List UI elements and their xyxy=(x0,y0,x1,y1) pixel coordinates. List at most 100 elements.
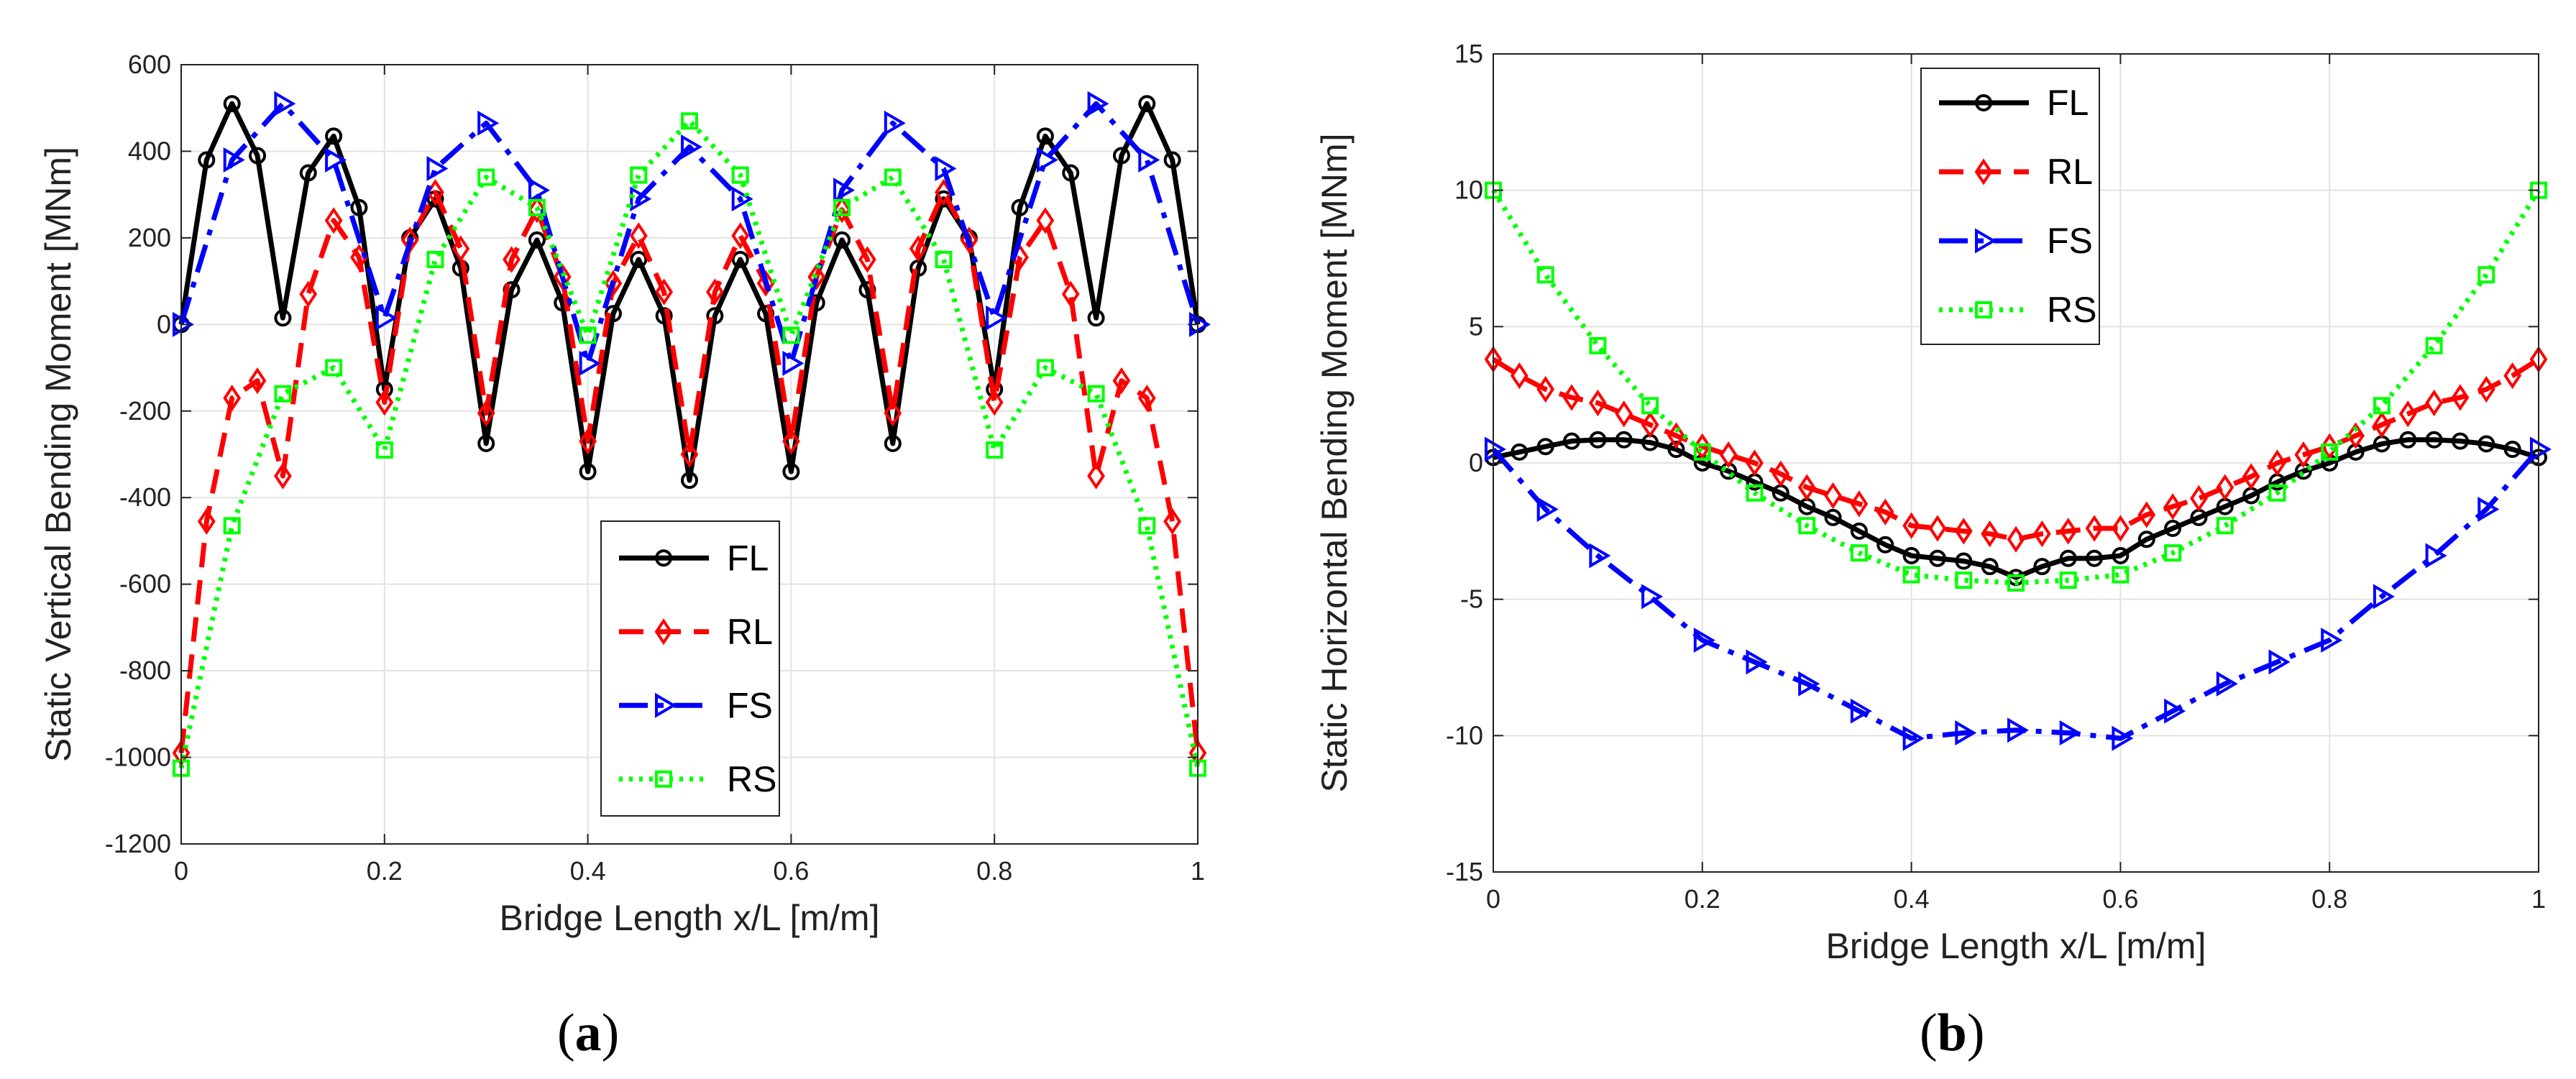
chart-a-point-rs xyxy=(375,441,393,459)
chart-a-point-fs xyxy=(173,311,194,337)
chart-a-point-fs xyxy=(528,178,550,203)
chart-b-point-rs xyxy=(2216,517,2234,535)
chart-a-point-rl xyxy=(807,263,826,290)
chart-b-point-fl xyxy=(1981,558,1999,576)
chart-b-point-fl xyxy=(2425,431,2443,449)
chart-a-ytick-label: 400 xyxy=(128,136,171,165)
chart-a-point-rs xyxy=(528,198,546,216)
chart-b-point-fl xyxy=(2059,549,2077,567)
chart-b-point-fs xyxy=(1798,671,1820,697)
chart-a-series-fl xyxy=(173,95,1206,490)
chart-a-point-fs xyxy=(477,110,500,136)
chart-a-point-fl xyxy=(706,307,724,325)
chart-b-point-rs xyxy=(2007,574,2025,592)
chart-b-point-rs xyxy=(2059,571,2077,589)
chart-a-point-fl xyxy=(681,472,698,490)
chart-b-point-rl xyxy=(1510,362,1528,390)
chart-b-point-rl xyxy=(2294,441,2313,469)
chart-b-series-rl xyxy=(1484,346,2548,553)
chart-a-point-fs xyxy=(833,178,856,203)
chart-b-point-rs xyxy=(2478,266,2495,284)
chart-a-ytick-label: -1000 xyxy=(105,743,171,772)
chart-a-series-line-fl xyxy=(178,101,1201,483)
chart-a-point-rl xyxy=(655,278,674,306)
chart-b-legend-marker-fl xyxy=(1975,94,1992,111)
chart-a-xlabel: Bridge Length x/L [m/m] xyxy=(500,898,880,938)
chart-a: 0 0.2 0.4 0.6 0.8 1 -1200 -1000 -800 -600 -400 -200… xyxy=(38,50,1211,938)
chart-a-point-fl xyxy=(274,309,292,327)
chart-a-series-line-fs xyxy=(178,101,1201,367)
chart-b-point-fl xyxy=(1955,552,1973,570)
chart-a-point-fl xyxy=(1036,127,1054,145)
chart-a-point-rs xyxy=(426,251,444,268)
chart-b: 0 0.2 0.4 0.6 0.8 1 -15 -10 -5 0 5 10 15 Bridge Lengt… xyxy=(1314,39,2552,966)
chart-a-point-fs xyxy=(986,305,1008,331)
chart-b-point-rl xyxy=(1771,460,1790,487)
chart-a-point-rl xyxy=(985,389,1004,416)
chart-b-point-rl xyxy=(1719,441,1738,469)
chart-b-point-fl xyxy=(2112,546,2130,564)
chart-b-ytick-label: 10 xyxy=(1454,175,1483,205)
chart-a-ytick-label: 0 xyxy=(157,309,171,339)
chart-b-point-rs xyxy=(2425,336,2443,354)
chart-a-legend: FL RL FS RS xyxy=(600,520,780,817)
chart-b-point-fl xyxy=(1563,432,1581,450)
chart-b-series-fs xyxy=(1485,436,2552,751)
chart-a-point-fl xyxy=(477,434,495,452)
chart-b-xtick-label: 1 xyxy=(2531,884,2546,914)
chart-a-point-rl xyxy=(223,385,242,412)
chart-a-point-rl xyxy=(503,246,521,273)
chart-b-point-fl xyxy=(1536,438,1554,456)
chart-a-point-fs xyxy=(1036,147,1058,173)
chart-b-point-rl xyxy=(1902,512,1921,539)
chart-a-point-fl xyxy=(935,190,953,208)
chart-b-point-fl xyxy=(1850,522,1868,540)
chart-a-point-rs xyxy=(833,198,851,216)
chart-a-point-rs xyxy=(1036,359,1054,377)
chart-a-point-fl xyxy=(1138,95,1156,113)
chart-b-xtick-label: 0.2 xyxy=(1685,884,1720,914)
chart-a-point-fl xyxy=(1087,309,1105,327)
chart-b-point-fl xyxy=(1511,443,1528,461)
chart-b-point-rl xyxy=(1615,400,1633,428)
chart-b-point-fs xyxy=(2530,436,2552,462)
chart-b-point-rl xyxy=(1797,474,1816,501)
chart-a-point-fl xyxy=(1112,147,1130,165)
chart-b-point-fl xyxy=(2451,432,2469,450)
chart-b-point-rl xyxy=(2032,520,2051,548)
chart-a-point-fs xyxy=(935,156,957,182)
chart-a-point-fs xyxy=(426,156,449,182)
chart-b-point-rl xyxy=(2216,474,2234,501)
chart-a-point-fl xyxy=(223,95,241,113)
chart-b-ytick-label: -5 xyxy=(1460,584,1483,614)
chart-a-series-rs xyxy=(173,112,1206,777)
chart-a-axes-box xyxy=(180,64,1198,845)
chart-b-point-fs xyxy=(1536,497,1559,522)
chart-b-point-fs xyxy=(2268,649,2291,675)
chart-b-point-fs xyxy=(2321,628,2343,653)
chart-a-point-rs xyxy=(1138,517,1156,535)
chart-b-legend-label-rl: RL xyxy=(2047,152,2093,192)
chart-b-point-rs xyxy=(1850,544,1868,562)
chart-a-point-rl xyxy=(248,367,267,395)
chart-a-point-fs xyxy=(782,351,805,377)
chart-b-point-fs xyxy=(2059,720,2081,746)
chart-a-point-rl xyxy=(273,462,292,490)
chart-a-point-rl xyxy=(1087,462,1106,490)
chart-a-ytick-label: -600 xyxy=(119,569,171,599)
chart-a-series-rl xyxy=(172,179,1207,767)
chart-b-point-fs xyxy=(2112,725,2134,751)
chart-a-point-rs xyxy=(884,168,902,186)
chart-b-point-rl xyxy=(2111,515,2130,542)
chart-a-legend-label-fl: FL xyxy=(727,538,769,578)
chart-a-point-fl xyxy=(528,231,546,249)
chart-a-ylabel: Static Vertical Bending Moment [MNm] xyxy=(38,147,78,762)
chart-b-ytick-label: 0 xyxy=(1469,448,1483,477)
chart-b-point-rl xyxy=(1981,520,1999,548)
chart-b-point-rl xyxy=(2347,422,2365,449)
chart-a-point-rs xyxy=(630,166,648,184)
chart-a-point-fs xyxy=(223,147,245,173)
chart-b-point-fl xyxy=(2478,435,2495,453)
chart-a-point-rl xyxy=(299,280,318,308)
chart-b-point-rs xyxy=(2112,566,2130,584)
